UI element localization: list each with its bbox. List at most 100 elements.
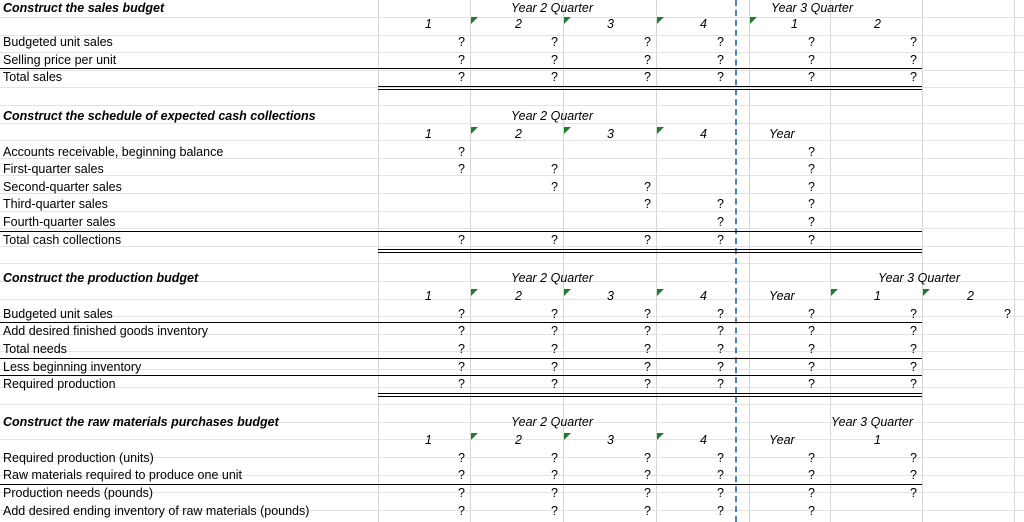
column-header[interactable]: Year — [769, 289, 795, 303]
section-title[interactable]: Construct the sales budget — [3, 1, 165, 15]
row-label[interactable]: Raw materials required to produce one un… — [3, 468, 243, 482]
input-cell[interactable]: ? — [808, 70, 815, 84]
input-cell[interactable]: ? — [551, 180, 558, 194]
quarter-group-header[interactable]: Year 2 Quarter — [511, 109, 593, 123]
input-cell[interactable]: ? — [458, 145, 465, 159]
input-cell[interactable]: ? — [551, 486, 558, 500]
input-cell[interactable]: ? — [808, 468, 815, 482]
input-cell[interactable]: ? — [910, 360, 917, 374]
column-header[interactable]: 1 — [425, 289, 432, 303]
input-cell[interactable]: ? — [551, 468, 558, 482]
column-header[interactable]: 1 — [874, 289, 881, 303]
column-header[interactable]: 1 — [874, 433, 881, 447]
input-cell[interactable]: ? — [458, 324, 465, 338]
input-cell[interactable]: ? — [717, 486, 724, 500]
input-cell[interactable]: ? — [717, 468, 724, 482]
column-header[interactable]: 3 — [607, 289, 614, 303]
input-cell[interactable]: ? — [458, 451, 465, 465]
section-title[interactable]: Construct the raw materials purchases bu… — [3, 415, 279, 429]
input-cell[interactable]: ? — [644, 180, 651, 194]
input-cell[interactable]: ? — [551, 162, 558, 176]
input-cell[interactable]: ? — [1004, 307, 1011, 321]
section-title[interactable]: Construct the production budget — [3, 271, 199, 285]
input-cell[interactable]: ? — [551, 70, 558, 84]
input-cell[interactable]: ? — [458, 35, 465, 49]
input-cell[interactable]: ? — [458, 377, 465, 391]
column-header[interactable]: 2 — [515, 127, 522, 141]
input-cell[interactable]: ? — [644, 233, 651, 247]
input-cell[interactable]: ? — [458, 486, 465, 500]
input-cell[interactable]: ? — [551, 53, 558, 67]
input-cell[interactable]: ? — [808, 215, 815, 229]
input-cell[interactable]: ? — [808, 307, 815, 321]
row-label[interactable]: Total sales — [3, 70, 63, 84]
column-header[interactable]: 1 — [425, 433, 432, 447]
input-cell[interactable]: ? — [644, 307, 651, 321]
input-cell[interactable]: ? — [458, 70, 465, 84]
input-cell[interactable]: ? — [717, 197, 724, 211]
row-label[interactable]: Production needs (pounds) — [3, 486, 154, 500]
input-cell[interactable]: ? — [458, 233, 465, 247]
row-label[interactable]: Required production — [3, 377, 116, 391]
input-cell[interactable]: ? — [551, 342, 558, 356]
input-cell[interactable]: ? — [808, 233, 815, 247]
input-cell[interactable]: ? — [808, 197, 815, 211]
input-cell[interactable]: ? — [458, 360, 465, 374]
input-cell[interactable]: ? — [551, 324, 558, 338]
column-header[interactable]: 1 — [425, 127, 432, 141]
input-cell[interactable]: ? — [910, 468, 917, 482]
input-cell[interactable]: ? — [910, 451, 917, 465]
input-cell[interactable]: ? — [644, 360, 651, 374]
input-cell[interactable]: ? — [717, 342, 724, 356]
input-cell[interactable]: ? — [644, 53, 651, 67]
input-cell[interactable]: ? — [458, 53, 465, 67]
input-cell[interactable]: ? — [910, 324, 917, 338]
input-cell[interactable]: ? — [808, 377, 815, 391]
column-header[interactable]: 4 — [700, 17, 707, 31]
input-cell[interactable]: ? — [551, 377, 558, 391]
section-title[interactable]: Construct the schedule of expected cash … — [3, 109, 316, 123]
input-cell[interactable]: ? — [910, 377, 917, 391]
input-cell[interactable]: ? — [644, 35, 651, 49]
input-cell[interactable]: ? — [808, 504, 815, 518]
input-cell[interactable]: ? — [551, 233, 558, 247]
input-cell[interactable]: ? — [458, 468, 465, 482]
row-label[interactable]: First-quarter sales — [3, 162, 104, 176]
input-cell[interactable]: ? — [910, 70, 917, 84]
input-cell[interactable]: ? — [808, 53, 815, 67]
input-cell[interactable]: ? — [644, 70, 651, 84]
quarter-group-header[interactable]: Year 2 Quarter — [511, 415, 593, 429]
input-cell[interactable]: ? — [808, 360, 815, 374]
row-label[interactable]: Budgeted unit sales — [3, 35, 113, 49]
column-header[interactable]: 4 — [700, 127, 707, 141]
input-cell[interactable]: ? — [458, 504, 465, 518]
input-cell[interactable]: ? — [808, 342, 815, 356]
input-cell[interactable]: ? — [458, 342, 465, 356]
column-header[interactable]: 1 — [425, 17, 432, 31]
input-cell[interactable]: ? — [808, 180, 815, 194]
input-cell[interactable]: ? — [644, 342, 651, 356]
input-cell[interactable]: ? — [458, 162, 465, 176]
input-cell[interactable]: ? — [910, 35, 917, 49]
quarter-group-header[interactable]: Year 3 Quarter — [878, 271, 960, 285]
column-header[interactable]: 2 — [515, 289, 522, 303]
column-header[interactable]: 3 — [607, 433, 614, 447]
input-cell[interactable]: ? — [644, 377, 651, 391]
row-label[interactable]: Total cash collections — [3, 233, 122, 247]
input-cell[interactable]: ? — [808, 451, 815, 465]
input-cell[interactable]: ? — [717, 377, 724, 391]
input-cell[interactable]: ? — [717, 360, 724, 374]
row-label[interactable]: Total needs — [3, 342, 67, 356]
input-cell[interactable]: ? — [551, 451, 558, 465]
row-label[interactable]: Required production (units) — [3, 451, 154, 465]
input-cell[interactable]: ? — [644, 486, 651, 500]
quarter-group-header[interactable]: Year 2 Quarter — [511, 1, 593, 15]
column-header[interactable]: 1 — [791, 17, 798, 31]
input-cell[interactable]: ? — [808, 145, 815, 159]
input-cell[interactable]: ? — [644, 451, 651, 465]
input-cell[interactable]: ? — [808, 35, 815, 49]
column-header[interactable]: 2 — [874, 17, 881, 31]
input-cell[interactable]: ? — [717, 504, 724, 518]
column-header[interactable]: 2 — [515, 433, 522, 447]
input-cell[interactable]: ? — [644, 324, 651, 338]
